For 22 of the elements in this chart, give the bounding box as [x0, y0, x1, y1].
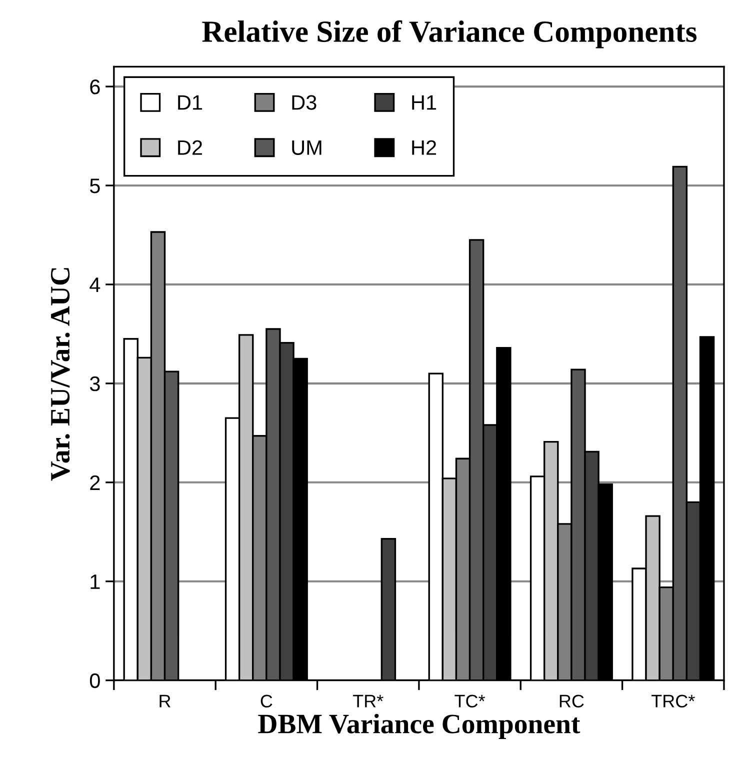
legend-label: H1	[412, 95, 436, 110]
x-tick-label: RC	[560, 694, 584, 708]
y-tick-label: 2	[90, 475, 100, 490]
x-tick-label: C	[260, 694, 272, 708]
y-axis-title: Var. EU/Var. AUC	[50, 268, 70, 481]
y-tick-label: 5	[90, 178, 100, 194]
legend-label: D1	[178, 95, 202, 110]
x-tick-label: TR*	[352, 694, 384, 708]
legend-label: UM	[292, 140, 322, 156]
y-tick-label: 3	[90, 376, 100, 392]
y-tick-label: 1	[90, 574, 100, 589]
legend-label: H2	[412, 140, 436, 155]
y-tick-label: 4	[90, 278, 100, 292]
x-tick-label: TRC*	[651, 694, 695, 708]
y-tick-label: 6	[90, 80, 100, 94]
x-axis-title: DBM Variance Component	[258, 714, 580, 740]
y-tick-label: 0	[90, 673, 100, 688]
chart-title: Relative Size of Variance Components	[202, 20, 697, 48]
legend-label: D3	[292, 95, 316, 110]
x-tick-label: TC*	[454, 694, 486, 708]
x-tick-label: R	[160, 694, 170, 708]
legend-label: D2	[178, 140, 202, 155]
